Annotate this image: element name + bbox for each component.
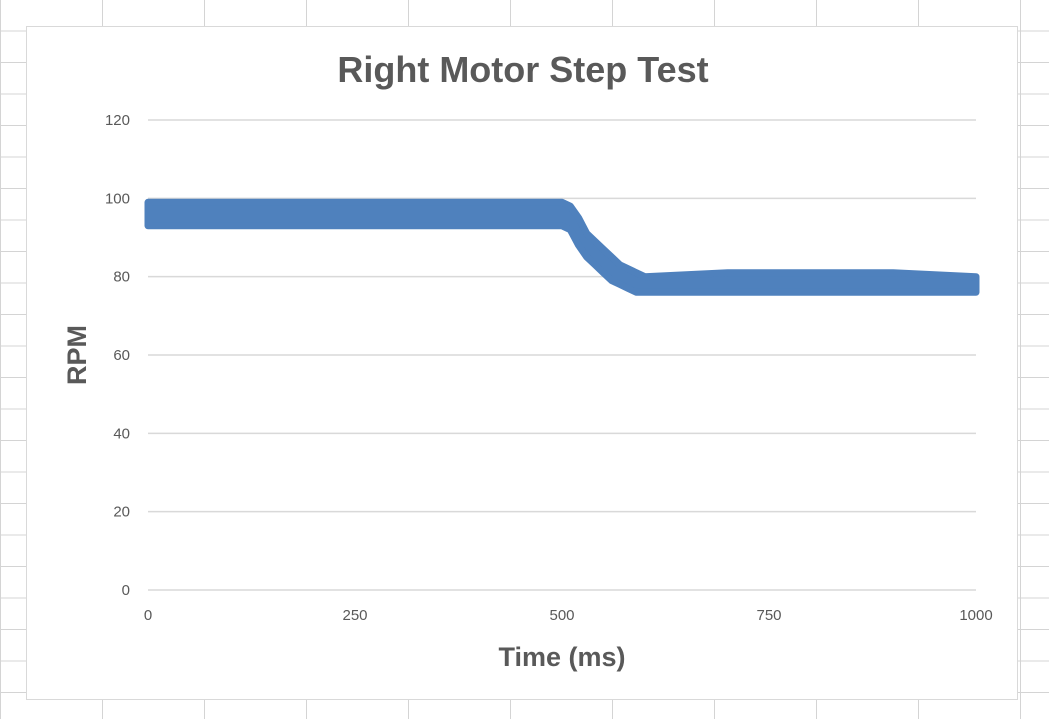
y-tick-label: 20 (113, 504, 130, 521)
y-axis-title: RPM (62, 325, 92, 385)
y-tick-label: 60 (113, 347, 130, 364)
y-tick-label: 100 (105, 190, 130, 207)
x-tick-label: 250 (342, 607, 367, 624)
y-tick-labels: 0 20 40 60 80 100 120 (105, 112, 130, 599)
x-tick-label: 1000 (959, 607, 992, 624)
chart-title: Right Motor Step Test (337, 49, 708, 90)
y-tick-label: 80 (113, 269, 130, 286)
gridlines (148, 119, 976, 591)
series-0-band (144, 198, 980, 296)
chart-area (26, 26, 1018, 700)
x-tick-label: 0 (144, 607, 152, 624)
data-series (144, 198, 980, 296)
y-tick-label: 40 (113, 425, 130, 442)
y-tick-label: 0 (122, 582, 130, 599)
y-tick-label: 120 (105, 112, 130, 129)
x-tick-label: 500 (549, 607, 574, 624)
x-tick-labels: 0 250 500 750 1000 (144, 607, 993, 624)
x-tick-label: 750 (756, 607, 781, 624)
x-axis-title: Time (ms) (498, 642, 625, 672)
